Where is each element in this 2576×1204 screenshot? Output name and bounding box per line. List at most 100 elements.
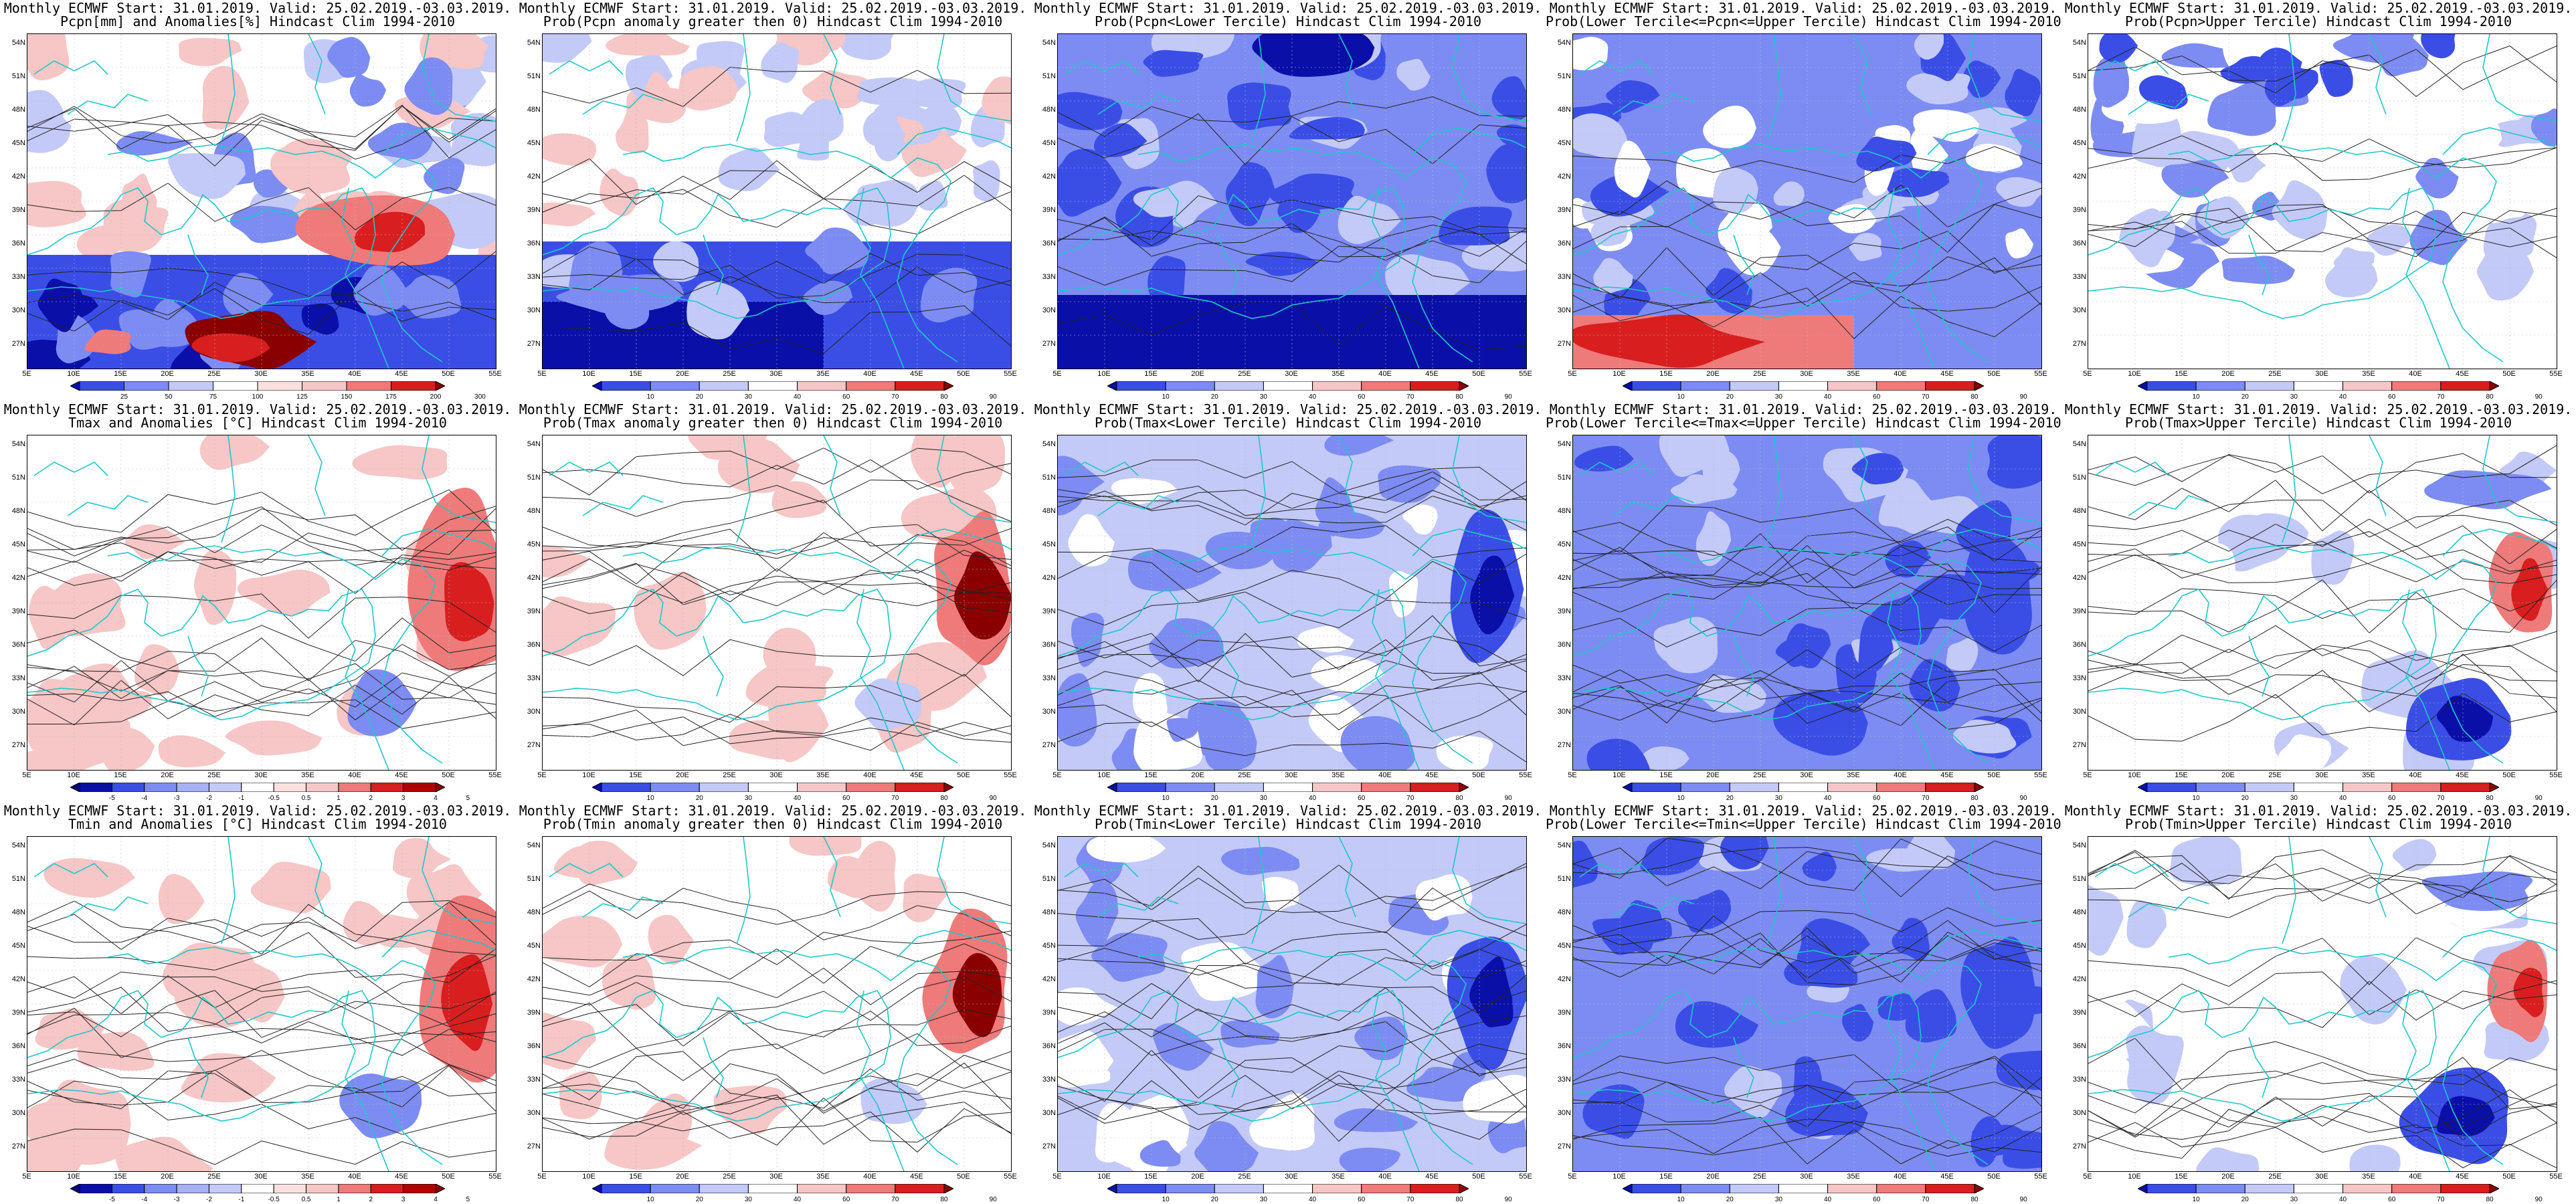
contour-line: [2088, 971, 2557, 1017]
contour-line: [543, 524, 1011, 560]
field-patch: [1220, 1020, 1280, 1048]
colorbar-tick-label: 90: [1504, 393, 1512, 401]
colorbar-tick-label: 90: [2019, 795, 2027, 802]
field-patch: [1470, 555, 1515, 635]
contour-line: [1573, 533, 2041, 583]
map-area: [1057, 836, 1527, 1172]
colorbar-tick-label: 20: [695, 1196, 703, 1203]
latitude-label: 33N: [2072, 1076, 2086, 1084]
coastline: [1887, 589, 1935, 770]
colorbar-tick-label: 70: [891, 393, 899, 401]
latitude-label: 45N: [11, 540, 25, 548]
colorbar-segment: [601, 1184, 651, 1193]
field-patch: [856, 77, 920, 106]
contour-line: [2088, 480, 2557, 532]
coastline: [187, 1037, 209, 1098]
latitude-label: 27N: [1042, 741, 1056, 749]
coastline: [2442, 528, 2557, 557]
coastline: [341, 187, 389, 369]
longitude-label: 10E: [1097, 370, 1111, 378]
coastline: [1967, 837, 2041, 924]
field-patch: [771, 481, 827, 518]
panel-title-line2: Prob(Tmin<Lower Tercile) Hindcast Clim 1…: [1095, 816, 1481, 832]
latitude-label: 39N: [11, 206, 25, 214]
field-patch: [2126, 900, 2167, 948]
field-patch: [1678, 898, 1713, 933]
colorbar-segment: [1214, 381, 1264, 391]
contour-line: [27, 105, 496, 151]
longitude-label: 15E: [2175, 771, 2188, 779]
colorbar-segment: [208, 783, 242, 792]
coastline: [1452, 34, 1526, 122]
latitude-label: 54N: [1557, 39, 1571, 47]
contour-line: [543, 480, 1011, 522]
field-patch: [237, 569, 331, 615]
contour-line: [543, 930, 1011, 965]
longitude-label: 55E: [1004, 1173, 1017, 1181]
map-panel: Monthly ECMWF Start: 31.01.2019. Valid: …: [2061, 803, 2576, 1204]
colorbar-segment: [1925, 783, 1975, 792]
longitude-label: 30E: [769, 771, 783, 779]
colorbar-segment: [895, 783, 945, 792]
panel-title-line2: Pcpn[mm] and Anomalies[%] Hindcast Clim …: [60, 13, 455, 29]
colorbar-segment: [1631, 381, 1681, 391]
longitude-label: 15E: [1144, 771, 1158, 779]
colorbar: [70, 381, 445, 391]
colorbar-tick-label: 175: [385, 393, 397, 401]
longitude-label: 10E: [1613, 370, 1626, 378]
contour-line: [1573, 678, 2041, 726]
colorbar-tick-label: 10: [646, 393, 654, 401]
panel-title-line2: Prob(Tmin>Upper Tercile) Hindcast Clim 1…: [2125, 816, 2512, 832]
colorbar-segment: [1312, 381, 1362, 391]
longitude-label: 25E: [1753, 370, 1766, 378]
colorbar-tick-label: -1: [238, 795, 245, 802]
colorbar-arrow-right: [943, 381, 953, 391]
field-patch: [84, 329, 131, 355]
field-patch: [1593, 258, 1633, 294]
longitude-label: 5E: [1568, 1173, 1577, 1181]
contour-line: [27, 660, 496, 708]
colorbar-tick-label: 80: [1455, 1196, 1463, 1203]
latitude-label: 36N: [11, 641, 25, 649]
latitude-label: 30N: [1557, 306, 1571, 314]
longitude-label: 25E: [2268, 1173, 2282, 1181]
coastline: [823, 435, 841, 516]
longitude-label: 20E: [2221, 370, 2235, 378]
colorbar-segment: [2391, 1184, 2442, 1193]
longitude-label: 50E: [1987, 1173, 2001, 1181]
longitude-label: 55E: [1004, 370, 1017, 378]
coastline: [2282, 435, 2296, 543]
longitude-label: 15E: [629, 370, 642, 378]
field-patch: [301, 303, 339, 335]
field-patch: [1469, 957, 1513, 1027]
panel-title-line1: Monthly ECMWF Start: 31.01.2019. Valid: …: [3, 401, 512, 417]
latitude-label: 30N: [527, 306, 541, 314]
colorbar-tick-label: 5: [466, 795, 470, 802]
coastline: [27, 990, 376, 1122]
coastline: [187, 234, 209, 296]
field-patch: [1463, 1074, 1526, 1124]
contour-line: [543, 943, 1011, 987]
contour-line: [543, 536, 1011, 585]
latitude-label: 51N: [1042, 72, 1056, 80]
longitude-label: 45E: [395, 370, 408, 378]
colorbar-tick-label: 10: [646, 1196, 654, 1203]
colorbar-segment: [2146, 381, 2197, 391]
coastline: [1766, 34, 1781, 142]
colorbar-tick-label: -3: [173, 795, 180, 802]
longitude-label: 30E: [1800, 370, 1813, 378]
colorbar-tick-label: 90: [989, 1196, 997, 1203]
field-patch: [1093, 123, 1147, 157]
field-patch: [1389, 571, 1418, 618]
field-patch: [1913, 109, 1980, 142]
contour-line: [2088, 540, 2557, 583]
colorbar-arrow-left: [1623, 783, 1633, 792]
latitude-label: 45N: [527, 139, 541, 147]
latitude-label: 51N: [1557, 875, 1571, 883]
colorbar-tick-label: 20: [1210, 795, 1218, 802]
longitude-label: 10E: [582, 1173, 595, 1181]
panel-title-line1: Monthly ECMWF Start: 31.01.2019. Valid: …: [519, 401, 1027, 417]
field-patch: [1225, 162, 1275, 227]
colorbar-arrow-right: [2489, 381, 2499, 391]
contour-line: [1058, 965, 1526, 1019]
